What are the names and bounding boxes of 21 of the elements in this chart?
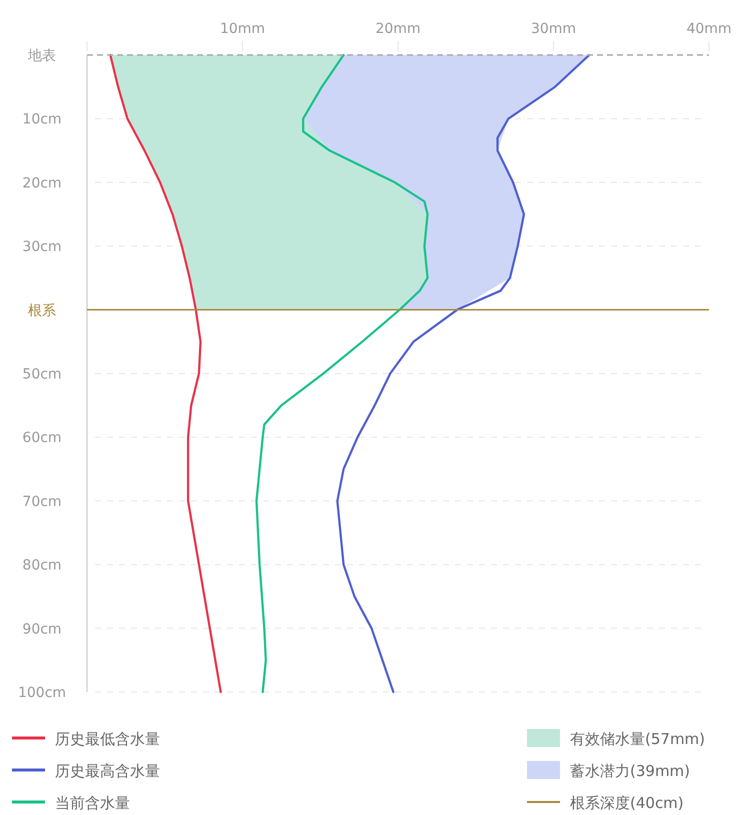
legend-label: 蓄水潜力(39mm) — [570, 762, 690, 780]
y-tick-label: 100cm — [18, 685, 66, 701]
legend-label: 历史最低含水量 — [55, 730, 160, 748]
y-tick-label: 10cm — [22, 112, 62, 128]
legend-label: 根系深度(40cm) — [570, 794, 684, 812]
y-tick-label: 90cm — [22, 621, 62, 638]
y-tick-label: 地表 — [27, 48, 56, 64]
y-tick-label: 60cm — [22, 430, 62, 446]
y-tick-label: 根系 — [28, 302, 56, 319]
y-tick-label: 30cm — [22, 239, 62, 256]
x-tick-label: 40mm — [686, 21, 732, 37]
x-tick-label: 10mm — [220, 21, 266, 37]
y-tick-label: 70cm — [22, 494, 62, 510]
y-tick-label: 80cm — [22, 558, 62, 574]
legend-label: 当前含水量 — [55, 794, 130, 812]
y-tick-label: 50cm — [22, 366, 62, 382]
y-tick-label: 20cm — [22, 175, 62, 192]
x-tick-label: 20mm — [375, 21, 421, 37]
legend-label: 有效储水量(57mm) — [570, 730, 706, 748]
x-tick-label: 30mm — [530, 21, 576, 37]
legend-label: 历史最高含水量 — [55, 762, 160, 780]
